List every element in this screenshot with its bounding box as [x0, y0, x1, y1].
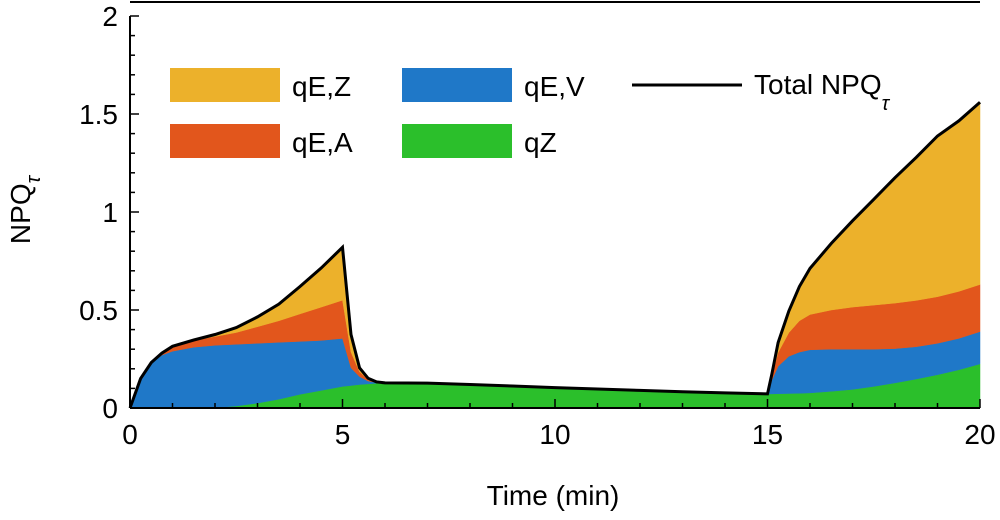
y-axis-ticks: 0 0.5 1 1.5 2 [79, 1, 139, 424]
legend-label: qE,Z [292, 71, 351, 102]
legend: qE,Z qE,V qE,A qZ Total NPQτ [170, 68, 891, 158]
y-tick-label: 0 [102, 393, 118, 424]
total-npq-line [128, 101, 981, 409]
y-axis-label-subscript: τ [23, 174, 45, 183]
x-tick-label: 10 [539, 419, 570, 450]
x-axis-label: Time (min) [487, 480, 620, 511]
y-tick-label: 2 [102, 1, 118, 32]
legend-label-total: Total NPQτ [754, 69, 891, 115]
legend-label: qZ [524, 127, 557, 158]
y-tick-label: 0.5 [79, 295, 118, 326]
y-tick-label: 1.5 [79, 99, 118, 130]
x-tick-label: 20 [964, 419, 995, 450]
y-axis-label: NPQτ [5, 174, 45, 244]
legend-label: qE,A [292, 127, 353, 158]
y-tick-label: 1 [102, 197, 118, 228]
legend-swatch [402, 124, 512, 158]
x-tick-label: 15 [752, 419, 783, 450]
y-axis-label-base: NPQ [5, 183, 36, 244]
x-tick-label: 0 [122, 419, 138, 450]
legend-swatch [402, 68, 512, 102]
legend-swatch [170, 68, 280, 102]
x-axis-ticks: 0 5 10 15 20 [122, 399, 996, 450]
legend-swatch [170, 124, 280, 158]
svg-text:NPQτ: NPQτ [5, 174, 45, 244]
legend-label: qE,V [524, 71, 585, 102]
x-tick-label: 5 [335, 419, 351, 450]
